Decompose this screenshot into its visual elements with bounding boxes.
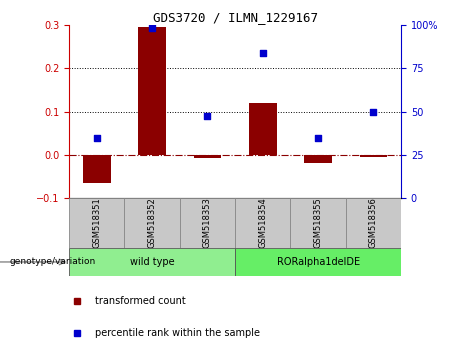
Text: transformed count: transformed count: [95, 296, 186, 306]
Bar: [69, 198, 124, 248]
Title: GDS3720 / ILMN_1229167: GDS3720 / ILMN_1229167: [153, 11, 318, 24]
Text: GSM518353: GSM518353: [203, 198, 212, 249]
Bar: [235, 198, 290, 248]
Text: GSM518356: GSM518356: [369, 198, 378, 249]
Point: [148, 25, 156, 31]
Text: percentile rank within the sample: percentile rank within the sample: [95, 328, 260, 338]
Point: [259, 50, 266, 55]
Text: RORalpha1delDE: RORalpha1delDE: [277, 257, 360, 267]
Bar: [124, 198, 180, 248]
Point: [93, 136, 100, 141]
Bar: [360, 155, 387, 157]
Bar: [69, 248, 235, 276]
Bar: [138, 27, 166, 155]
Bar: [83, 155, 111, 183]
Bar: [180, 198, 235, 248]
Bar: [194, 155, 221, 158]
Text: wild type: wild type: [130, 257, 174, 267]
Text: GSM518351: GSM518351: [92, 198, 101, 249]
Bar: [304, 155, 332, 163]
Bar: [290, 198, 346, 248]
Text: GSM518354: GSM518354: [258, 198, 267, 249]
Text: genotype/variation: genotype/variation: [9, 257, 95, 267]
Bar: [346, 198, 401, 248]
Text: GSM518355: GSM518355: [313, 198, 323, 249]
Point: [204, 113, 211, 119]
Point: [314, 136, 322, 141]
Text: GSM518352: GSM518352: [148, 198, 157, 249]
Bar: [235, 248, 401, 276]
Bar: [249, 103, 277, 155]
Point: [370, 109, 377, 114]
